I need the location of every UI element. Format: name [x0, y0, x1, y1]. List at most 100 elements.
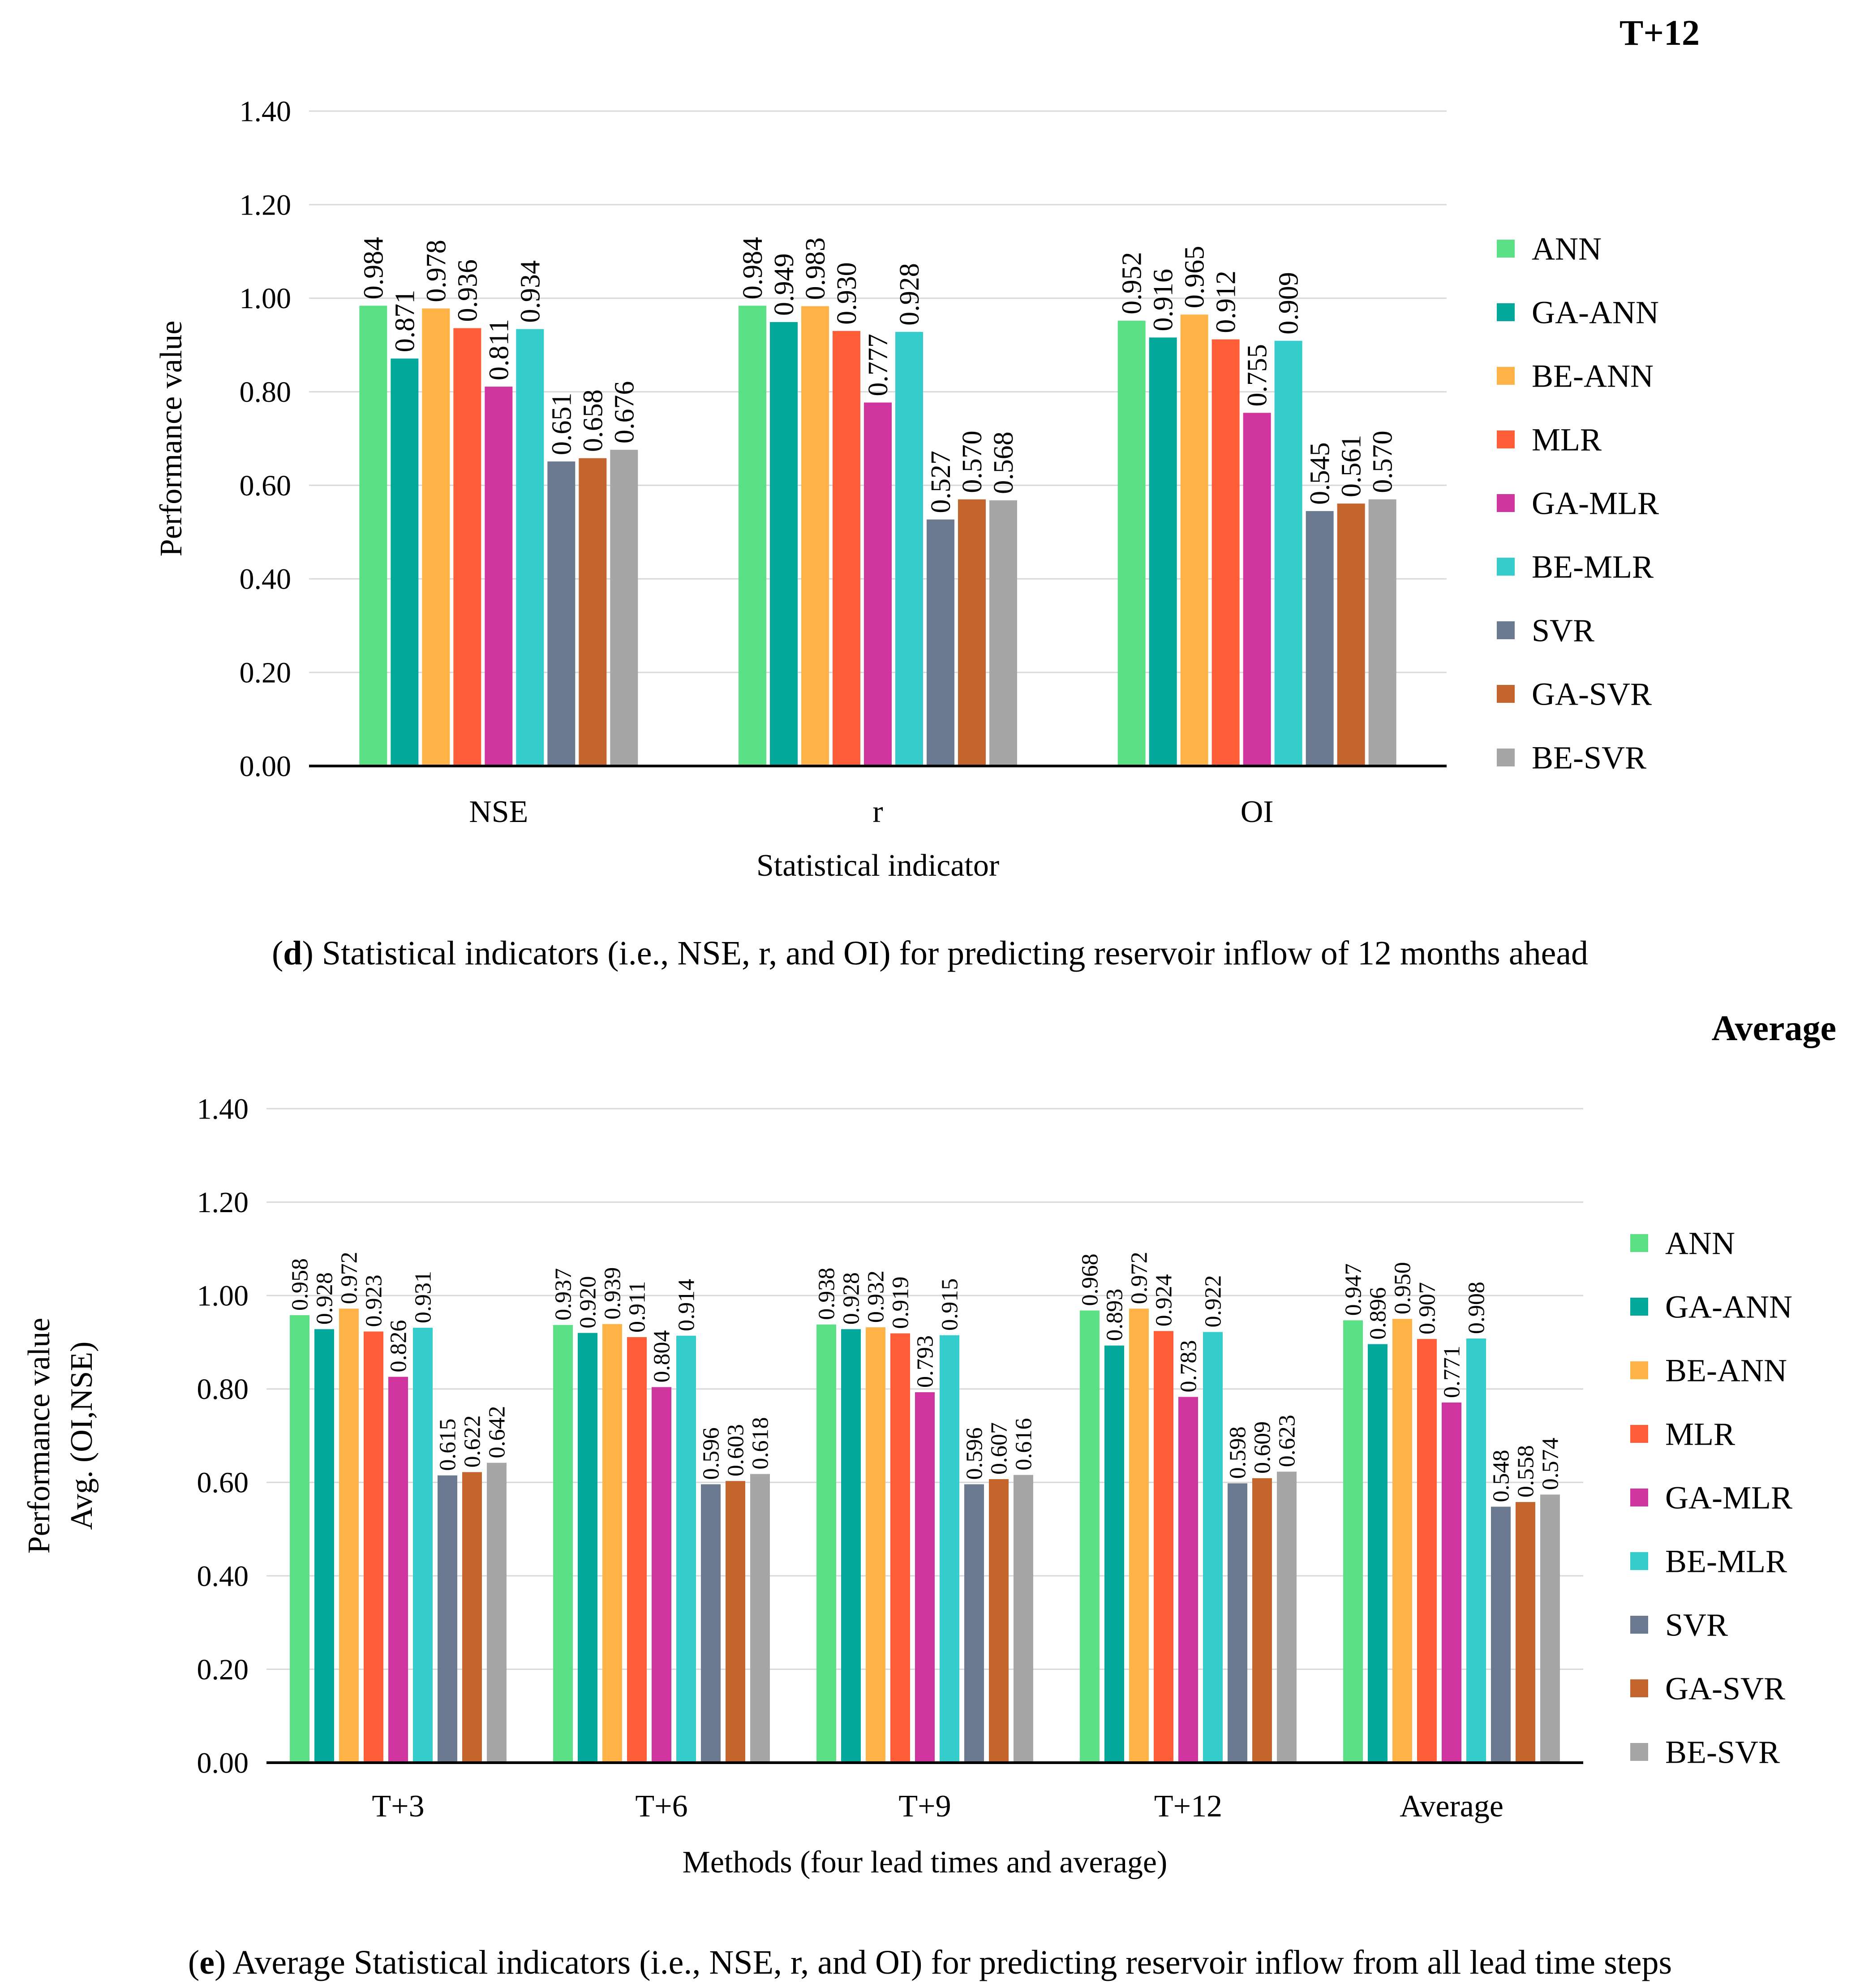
chart2-data-label: 0.972 [1127, 1252, 1152, 1304]
chart2-bar [1417, 1339, 1437, 1763]
chart2-bar [866, 1327, 885, 1763]
chart2-data-label: 0.915 [937, 1278, 963, 1331]
chart1-legend-swatch [1497, 367, 1515, 385]
chart1-data-label: 0.983 [800, 237, 831, 300]
chart2-bar [364, 1331, 383, 1763]
chart2-data-label: 0.950 [1390, 1262, 1416, 1314]
chart2-category-label: T+6 [635, 1789, 687, 1824]
chart1-y-tick-label: 0.00 [240, 750, 292, 783]
caption-e: (e) Average Statistical indicators (i.e.… [188, 1944, 1672, 1981]
chart2-y-tick-label: 1.00 [197, 1280, 249, 1312]
chart2-data-label: 0.931 [411, 1271, 436, 1323]
chart1-title: T+12 [1619, 13, 1700, 53]
chart2-bar [1343, 1320, 1363, 1763]
chart2-bar [1104, 1345, 1124, 1763]
chart2-y-tick-label: 1.40 [197, 1093, 249, 1125]
chart1-legend-label: BE-ANN [1532, 358, 1654, 394]
chart1-legend-swatch [1497, 494, 1515, 512]
chart2-data-label: 0.603 [723, 1424, 749, 1476]
chart1-bar [927, 519, 954, 766]
chart2-y-axis-title-2: Avg. (OI,NSE) [64, 1342, 99, 1530]
chart1-bar [391, 358, 419, 766]
chart2-bar [339, 1308, 359, 1763]
chart2-bar [726, 1481, 745, 1763]
chart2-category-label: T+12 [1154, 1789, 1222, 1824]
chart1-bar [801, 306, 829, 766]
chart2-data-label: 0.623 [1275, 1415, 1300, 1467]
chart2-data-label: 0.804 [649, 1330, 675, 1383]
chart2-bar [750, 1474, 770, 1763]
chart1-data-label: 0.871 [390, 290, 420, 353]
chart1-bar [579, 458, 607, 766]
chart2-bar [964, 1484, 984, 1763]
chart2-legend-swatch [1630, 1552, 1648, 1570]
chart2-x-axis-title: Methods (four lead times and average) [683, 1845, 1168, 1880]
chart2-data-label: 0.893 [1102, 1289, 1128, 1341]
chart2-bar [1203, 1332, 1223, 1763]
chart2-legend-swatch [1630, 1679, 1648, 1697]
chart2-bar [438, 1475, 457, 1763]
chart2-y-axis-title: Performance value [22, 1318, 56, 1554]
chart1-legend-swatch [1497, 749, 1515, 766]
chart2-legend-swatch [1630, 1361, 1648, 1379]
chart2-bar [487, 1463, 507, 1763]
chart2-bar [388, 1377, 408, 1763]
chart2-bar [413, 1328, 433, 1763]
chart2-legend-label: BE-SVR [1665, 1734, 1780, 1770]
chart2-bar [676, 1335, 696, 1763]
chart2-bar [1129, 1308, 1149, 1763]
chart1-data-label: 0.570 [1368, 430, 1398, 493]
chart2-category-label: T+3 [372, 1789, 424, 1824]
chart1-legend-label: BE-SVR [1532, 740, 1646, 775]
chart1-legend-swatch [1497, 558, 1515, 576]
chart1-data-label: 0.570 [957, 430, 988, 493]
chart2-legend-label: BE-MLR [1665, 1543, 1787, 1579]
chart2-data-label: 0.642 [485, 1406, 510, 1458]
chart1-bar [1306, 511, 1334, 766]
chart2-bar [1277, 1472, 1297, 1763]
chart1-category-label: NSE [469, 795, 528, 829]
chart2-data-label: 0.928 [839, 1272, 864, 1325]
chart2-legend-swatch [1630, 1489, 1648, 1506]
chart2-data-label: 0.596 [699, 1427, 724, 1480]
chart2-bar [701, 1484, 721, 1763]
chart2-category-label: Average [1400, 1789, 1503, 1824]
chart1-legend-label: MLR [1532, 422, 1602, 457]
chart2-bar [627, 1337, 647, 1763]
chart2-bar [1252, 1478, 1272, 1763]
chart2-data-label: 0.615 [435, 1419, 461, 1471]
chart1-data-label: 0.936 [452, 259, 483, 322]
chart1-bar [359, 306, 387, 766]
chart2-data-label: 0.947 [1341, 1263, 1366, 1316]
chart1-data-label: 0.658 [578, 389, 608, 452]
chart2-data-label: 0.938 [814, 1268, 840, 1320]
chart2-bar [1228, 1483, 1247, 1763]
chart2-data-label: 0.923 [361, 1274, 387, 1327]
chart1-bar [989, 500, 1017, 766]
chart2-bar [1392, 1319, 1412, 1763]
chart1-bar [1274, 340, 1302, 766]
chart1-data-label: 0.928 [894, 263, 925, 326]
chart1-data-label: 0.527 [926, 451, 956, 513]
chart2-bar [553, 1325, 573, 1763]
chart2-data-label: 0.972 [337, 1252, 362, 1304]
chart1-data-label: 0.651 [546, 393, 577, 456]
chart2-data-label: 0.928 [312, 1272, 338, 1325]
chart1-y-tick-label: 1.40 [240, 95, 292, 128]
chart2-legend-swatch [1630, 1743, 1648, 1761]
caption-d-letter: d [283, 934, 302, 972]
chart2-data-label: 0.609 [1250, 1421, 1276, 1474]
chart2-y-tick-label: 0.00 [197, 1747, 249, 1779]
chart1-data-label: 0.934 [515, 260, 546, 323]
chart1-data-label: 0.676 [609, 381, 640, 444]
chart2-data-label: 0.548 [1489, 1450, 1514, 1502]
chart2-data-label: 0.771 [1439, 1346, 1465, 1398]
chart2-y-tick-label: 0.40 [197, 1560, 249, 1592]
chart1-legend-label: ANN [1532, 231, 1602, 267]
chart2-bar [1442, 1402, 1461, 1763]
chart1-bar [895, 331, 923, 766]
chart2-title: Average [1712, 1009, 1836, 1048]
chart1-y-tick-label: 1.00 [240, 282, 292, 315]
chart2-legend-label: GA-SVR [1665, 1670, 1785, 1706]
chart1-legend-swatch [1497, 621, 1515, 639]
